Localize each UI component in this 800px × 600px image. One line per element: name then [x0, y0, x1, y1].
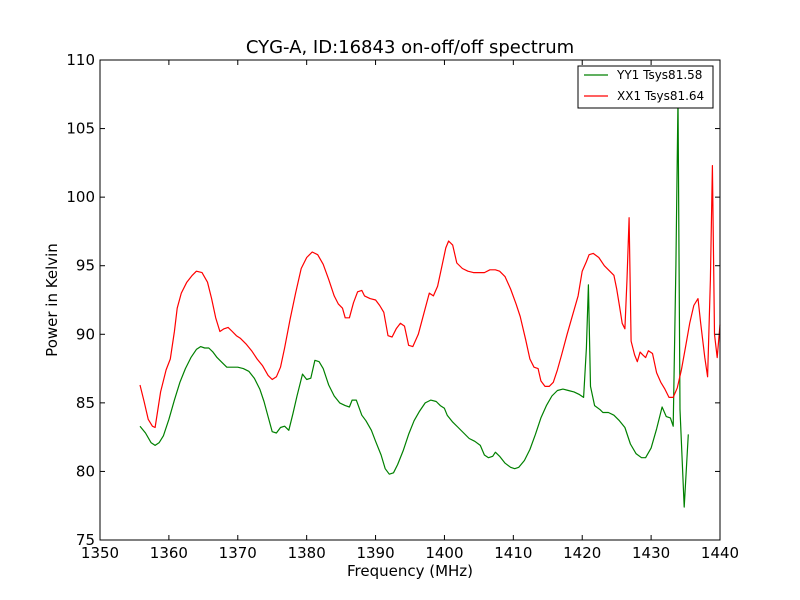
- y-tick-label: 110: [66, 51, 95, 69]
- plot-area: [100, 60, 720, 540]
- series-line-xx1: [139, 165, 721, 429]
- y-axis: 75 80 85 90 95 100 105 110: [66, 51, 720, 549]
- y-tick-label: 85: [76, 394, 95, 412]
- x-tick-label: 1370: [219, 544, 257, 562]
- chart-title: CYG-A, ID:16843 on-off/off spectrum: [246, 37, 574, 58]
- x-tick-label: 1360: [150, 544, 188, 562]
- x-tick-label: 1440: [701, 544, 739, 562]
- y-tick-label: 75: [76, 531, 95, 549]
- legend-label-xx1: XX1 Tsys81.64: [617, 89, 704, 103]
- x-axis: 1350 1360 1370 1380 1390 1400 1410 1420 1430 1440: [81, 60, 739, 562]
- y-tick-label: 80: [76, 462, 95, 480]
- x-tick-label: 1430: [632, 544, 670, 562]
- series-layer: [139, 97, 721, 508]
- y-tick-label: 100: [66, 188, 95, 206]
- y-tick-label: 105: [66, 120, 95, 138]
- y-axis-label: Power in Kelvin: [43, 243, 61, 357]
- y-tick-label: 90: [76, 325, 95, 343]
- x-tick-label: 1350: [81, 544, 119, 562]
- x-axis-label: Frequency (MHz): [347, 562, 473, 580]
- x-tick-label: 1390: [356, 544, 394, 562]
- plot-frame: [99, 59, 721, 541]
- x-tick-label: 1380: [288, 544, 326, 562]
- y-tick-label: 95: [76, 257, 95, 275]
- x-tick-label: 1410: [494, 544, 532, 562]
- legend-label-yy1: YY1 Tsys81.58: [616, 68, 702, 82]
- legend-box: [577, 65, 714, 109]
- x-tick-label: 1420: [563, 544, 601, 562]
- series-line-yy1: [139, 97, 689, 508]
- legend: YY1 Tsys81.58 XX1 Tsys81.64: [577, 65, 714, 109]
- x-tick-label: 1400: [425, 544, 463, 562]
